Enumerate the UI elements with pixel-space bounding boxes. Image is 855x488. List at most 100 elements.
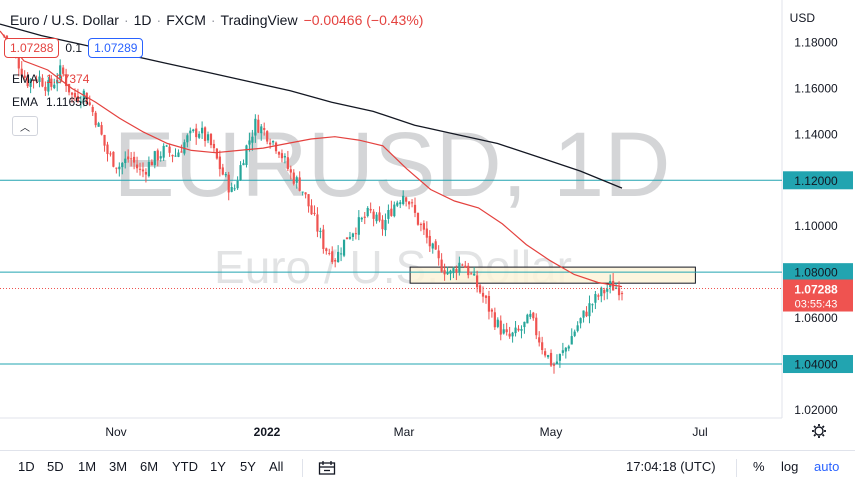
log-toggle[interactable]: log [781,459,799,474]
candle-body [369,208,372,211]
candle-body [467,265,470,276]
candle-body [201,127,204,134]
candle-body [230,186,233,192]
price-chart[interactable]: EURUSD, 1D Euro / U.S. Dollar 1.12000 1.080… [0,0,855,450]
candle-body [260,126,263,134]
candle-body [476,275,479,288]
candle-body [538,337,541,343]
candle-body [212,143,216,149]
ema-slow-value: 1.11656 [46,95,89,109]
candle-body [443,270,446,275]
candle-body [612,280,615,291]
candle-body [440,259,443,272]
buy-button[interactable]: 1.07289 [88,38,144,58]
candle-body [408,201,411,205]
symbol-name[interactable]: Euro / U.S. Dollar [10,12,119,28]
candle-body [325,248,328,252]
collapse-legend-button[interactable]: ︿ [12,116,38,136]
candle-body [603,289,606,294]
symbol-header: Euro / U.S. Dollar · 1D · FXCM · TradingView −0… [10,12,424,28]
candle-body [422,223,425,230]
candle-body [59,65,62,79]
candle-body [532,312,535,319]
price-change: −0.00466 (−0.43%) [303,12,424,28]
candle-body [180,151,183,153]
resistance-zone [409,266,696,284]
percent-toggle[interactable]: % [753,459,765,474]
candle-body [23,75,26,78]
currency-label[interactable]: USD [789,11,815,25]
candle-body [322,229,325,249]
last-price-label-bg [783,279,853,312]
candle-body [552,364,556,366]
tf-5d[interactable]: 5D [47,459,64,474]
candle-body [591,304,594,306]
candle-body [73,93,77,98]
candle-body [263,128,266,130]
candle-body [526,314,529,324]
candle-body [600,287,603,297]
candle-body [558,353,562,361]
candle-body [455,269,458,273]
toolbar-divider [302,459,303,477]
candle-body [53,84,56,89]
sell-button[interactable]: 1.07288 [4,38,60,58]
candle-body [88,102,91,105]
tf-3m[interactable]: 3M [109,459,128,474]
candle-body [307,194,310,207]
candle-body [523,321,526,328]
x-tick-label: Jul [692,425,707,439]
utc-clock[interactable]: 17:04:18 (UTC) [626,459,716,474]
tf-1d[interactable]: 1D [18,459,35,474]
ema-fast-legend[interactable]: EMA 1.07374 [12,72,89,86]
tf-6m[interactable]: 6M [140,459,159,474]
candle-body [345,237,349,240]
settings-gear-icon[interactable] [812,424,826,438]
candle-body [402,195,405,205]
candle-body [224,173,227,176]
bar-countdown: 03:55:43 [795,299,838,311]
tf-all[interactable]: All [269,459,284,474]
candle-body [121,163,124,168]
candle-body [94,112,97,126]
candle-body [328,252,331,254]
candle-body [570,336,573,345]
x-tick-label: 2022 [254,425,281,439]
candle-body [473,273,476,276]
level-price-label: 1.04000 [794,358,838,372]
x-tick-label: Mar [394,425,415,439]
candle-body [316,214,319,232]
candle-body [511,332,514,337]
candle-body [354,233,357,235]
tf-ytd[interactable]: YTD [172,459,198,474]
date-range-icon[interactable] [318,460,336,476]
candle-body [490,309,493,312]
candle-body [271,140,275,143]
ema-slow-legend[interactable]: EMA 1.11656 [12,95,89,109]
candle-body [579,318,582,324]
candle-body [85,92,88,104]
candle-body [434,241,437,250]
candle-body [221,167,224,175]
platform: TradingView [220,12,298,28]
candle-body [508,333,511,337]
tf-1y[interactable]: 1Y [210,459,226,474]
y-tick-label: 1.16000 [794,81,838,95]
candle-body [419,224,423,226]
auto-toggle[interactable]: auto [814,459,840,474]
candle-body [76,95,80,102]
candle-body [156,150,159,161]
toolbar-divider [736,459,737,477]
tf-5y[interactable]: 5Y [240,459,256,474]
candle-body [585,311,588,317]
ema-fast-line [0,30,623,288]
candle-body [236,180,239,189]
candle-body [91,106,94,113]
x-tick-label: Nov [105,425,126,439]
candle-body [135,164,139,169]
candle-body [381,219,384,230]
interval[interactable]: 1D [133,12,152,28]
candle-body [168,146,171,153]
tf-1m[interactable]: 1M [78,459,97,474]
candle-body [266,131,269,142]
